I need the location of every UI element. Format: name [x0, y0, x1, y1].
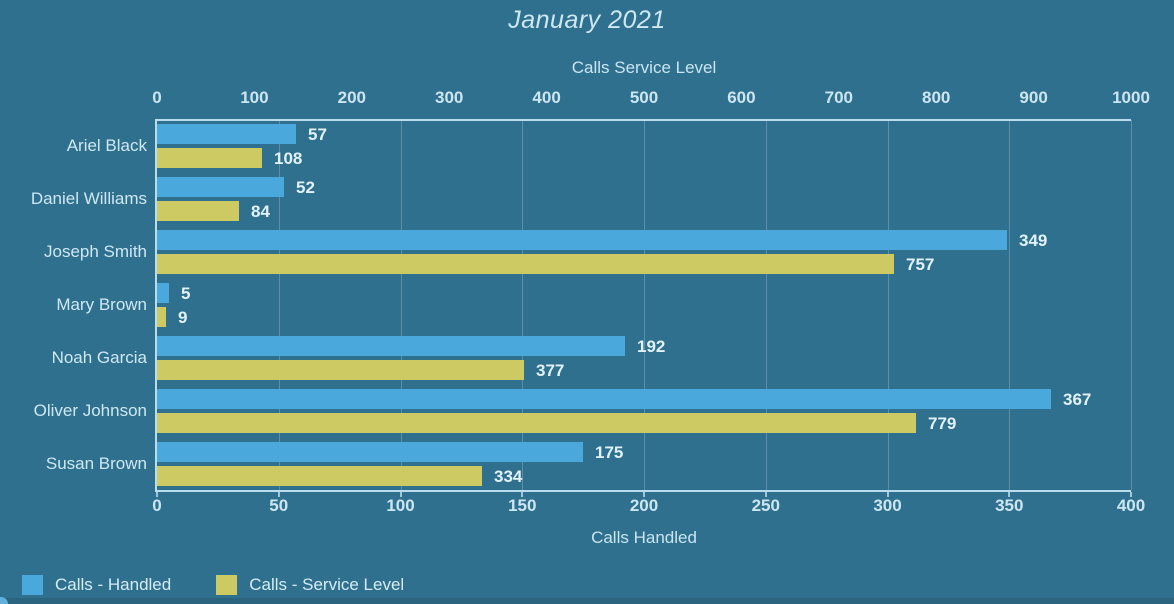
top-axis-tick-600: 600: [727, 88, 756, 107]
category-label-mary-brown: Mary Brown: [56, 294, 147, 314]
bar-calls-handled-mary-brown[interactable]: [157, 283, 169, 303]
bottom-axis-tickmark-300: [886, 492, 889, 497]
bottom-axis-tick-300: 300: [873, 496, 902, 515]
bottom-axis-line: [155, 490, 1131, 492]
bar-calls-service-level-susan-brown[interactable]: [157, 465, 482, 486]
top-axis-title: Calls Service Level: [571, 58, 717, 77]
bar-calls-handled-ariel-black[interactable]: [157, 124, 296, 145]
top-axis-tick-800: 800: [922, 88, 951, 107]
bottom-axis-tickmark-400: [1130, 492, 1132, 497]
bar-value-calls-handled-oliver-johnson: 367: [1063, 389, 1092, 409]
bar-value-calls-handled-ariel-black: 57: [308, 125, 327, 145]
gridline-50: [279, 120, 280, 490]
legend-item-calls-service-level[interactable]: Calls - Service Level: [216, 575, 404, 595]
bottom-axis-tick-100: 100: [386, 496, 415, 515]
bottom-axis-tick-250: 250: [751, 496, 780, 515]
top-axis-tick-1000: 1000: [1112, 88, 1150, 107]
bottom-axis-tickmark-150: [521, 492, 524, 497]
bar-value-calls-service-level-mary-brown: 9: [178, 308, 188, 327]
bottom-axis-title: Calls Handled: [591, 528, 697, 547]
bar-value-calls-handled-mary-brown: 5: [181, 284, 191, 303]
bar-calls-service-level-mary-brown[interactable]: [157, 307, 166, 327]
gridline-200: [644, 120, 645, 490]
scrollbar-corner-nub[interactable]: [0, 597, 8, 604]
legend-item-calls-handled[interactable]: Calls - Handled: [22, 575, 171, 595]
chart-title: January 2021: [508, 6, 666, 34]
bar-calls-service-level-noah-garcia[interactable]: [157, 359, 524, 380]
top-axis-tick-300: 300: [435, 88, 464, 107]
legend-swatch-handled-icon: [22, 575, 43, 595]
bottom-axis-tickmark-0: [156, 492, 158, 497]
gridline-350: [1009, 120, 1010, 490]
bar-value-calls-handled-susan-brown: 175: [595, 442, 624, 462]
category-label-oliver-johnson: Oliver Johnson: [33, 400, 147, 420]
bar-value-calls-handled-daniel-williams: 52: [296, 178, 315, 198]
bottom-axis-tick-350: 350: [995, 496, 1024, 515]
category-axis-line: [155, 119, 157, 492]
category-label-daniel-williams: Daniel Williams: [30, 189, 147, 209]
legend-swatch-service-level-icon: [216, 575, 238, 595]
bar-calls-service-level-oliver-johnson[interactable]: [157, 412, 916, 433]
bar-calls-handled-daniel-williams[interactable]: [157, 177, 284, 198]
bottom-axis-tick-200: 200: [629, 496, 659, 515]
category-label-ariel-black: Ariel Black: [66, 136, 147, 156]
legend: Calls - Handled Calls - Service Level: [22, 575, 404, 595]
legend-label-handled: Calls - Handled: [55, 575, 172, 594]
plot-area: 57 108 52 84 349 757 5 9 192 377 367 779 175 334: [157, 120, 1132, 490]
top-axis-line: [155, 119, 1131, 121]
top-axis-tick-500: 500: [629, 88, 659, 107]
top-axis-tick-900: 900: [1019, 88, 1048, 107]
bar-value-calls-handled-joseph-smith: 349: [1019, 231, 1048, 251]
bottom-axis-tickmark-200: [643, 492, 645, 497]
bottom-axis-tickmark-350: [1008, 492, 1011, 497]
bar-calls-handled-susan-brown[interactable]: [157, 441, 583, 462]
gridline-250: [766, 120, 767, 490]
bar-value-calls-service-level-daniel-williams: 84: [251, 202, 270, 222]
bar-calls-handled-noah-garcia[interactable]: [157, 335, 625, 356]
bottom-axis-tickmark-250: [764, 492, 767, 497]
bottom-axis-tickmark-100: [399, 492, 402, 497]
gridline-100: [401, 120, 402, 490]
category-label-susan-brown: Susan Brown: [45, 453, 147, 473]
top-axis-tick-100: 100: [240, 88, 269, 107]
bar-calls-handled-joseph-smith[interactable]: [157, 230, 1007, 251]
bottom-axis-tick-150: 150: [508, 496, 537, 515]
bar-value-calls-service-level-ariel-black: 108: [274, 149, 303, 169]
legend-label-service-level: Calls - Service Level: [249, 575, 405, 594]
top-axis-tick-0: 0: [152, 88, 162, 107]
gridline-150: [522, 120, 523, 490]
top-axis-tick-700: 700: [824, 88, 853, 107]
bar-calls-service-level-ariel-black[interactable]: [157, 148, 262, 169]
bottom-axis-tick-400: 400: [1116, 496, 1146, 515]
bar-value-calls-service-level-susan-brown: 334: [494, 466, 523, 486]
bar-calls-service-level-joseph-smith[interactable]: [157, 254, 894, 275]
bar-value-calls-service-level-noah-garcia: 377: [536, 360, 565, 380]
bottom-axis-tickmark-50: [277, 492, 280, 497]
bar-calls-handled-oliver-johnson[interactable]: [157, 388, 1051, 409]
category-label-noah-garcia: Noah Garcia: [51, 347, 147, 367]
bar-calls-service-level-daniel-williams[interactable]: [157, 201, 239, 222]
bottom-axis-tick-0: 0: [152, 496, 162, 515]
category-label-joseph-smith: Joseph Smith: [44, 242, 147, 262]
bar-value-calls-handled-noah-garcia: 192: [637, 336, 666, 356]
bottom-strip: [0, 598, 1174, 604]
gridline-300: [888, 120, 889, 490]
top-axis-tick-400: 400: [532, 88, 561, 107]
gridline-400: [1131, 120, 1132, 490]
top-axis-tick-200: 200: [337, 88, 366, 107]
bottom-axis-tick-50: 50: [269, 496, 289, 515]
bar-value-calls-service-level-oliver-johnson: 779: [928, 413, 957, 433]
bar-value-calls-service-level-joseph-smith: 757: [906, 255, 935, 275]
